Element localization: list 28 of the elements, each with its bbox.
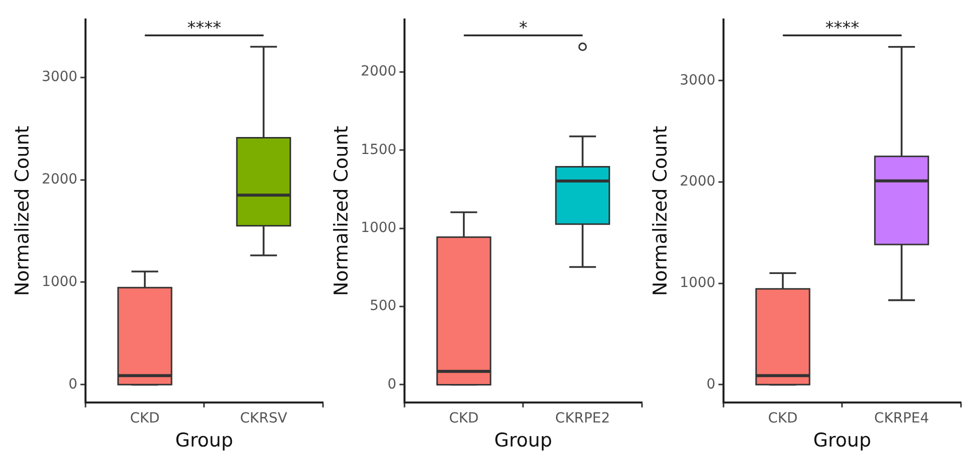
x-axis-title: Group	[175, 430, 234, 452]
y-tick-label: 1500	[360, 142, 396, 158]
x-tick-label: CKD	[130, 410, 160, 426]
annotation: *	[518, 18, 528, 38]
y-tick-label: 2000	[360, 64, 396, 80]
x-tick-label: CKRSV	[240, 410, 288, 426]
annotation: ****	[825, 18, 860, 38]
y-tick-label: 2000	[42, 171, 78, 188]
y-axis-title: Normalized Count	[330, 126, 352, 296]
annotation: ****	[187, 18, 222, 38]
y-axis-title: Normalized Count	[649, 126, 672, 296]
y-tick-label: 500	[370, 298, 396, 314]
y-tick-label: 1000	[680, 274, 716, 291]
x-tick-label: CKD	[448, 410, 479, 426]
y-tick-label: 1000	[360, 220, 396, 236]
x-tick-label: CKRPE2	[555, 410, 610, 426]
x-tick-label: CKD	[768, 410, 798, 426]
x-tick-label: CKRPE4	[874, 410, 930, 426]
x-axis-title: Group	[813, 430, 872, 452]
y-tick-label: 3000	[42, 69, 78, 86]
x-axis-title: Group	[494, 430, 552, 452]
y-tick-label: 0	[68, 376, 78, 392]
y-tick-label: 3000	[680, 72, 716, 88]
y-tick-label: 0	[706, 376, 716, 392]
y-tick-label: 1000	[42, 274, 78, 290]
y-tick-label: 0	[388, 376, 396, 392]
y-axis-title: Normalized Count	[11, 126, 34, 296]
y-tick-label: 2000	[680, 174, 716, 190]
